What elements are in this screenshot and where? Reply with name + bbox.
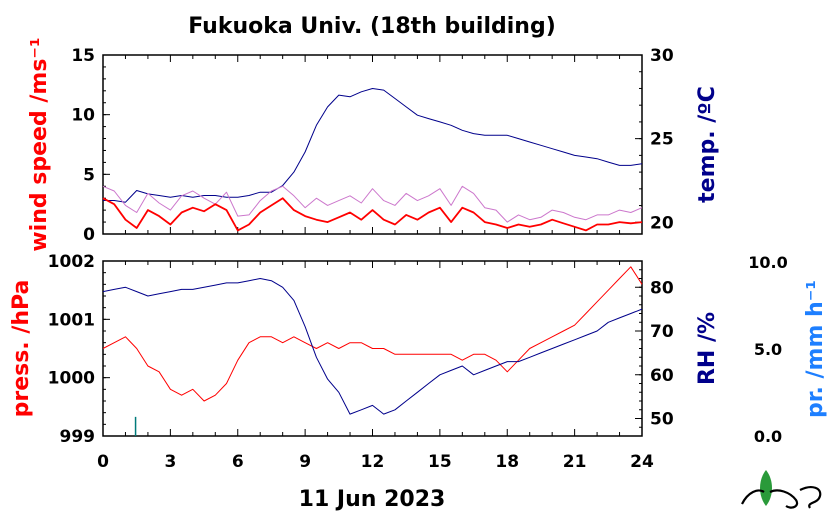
y-right-tick-label: 30	[650, 46, 674, 66]
temp-line	[103, 88, 643, 203]
press-line	[102, 266, 643, 402]
precip-axis-title: pr. /mm h⁻¹	[803, 280, 828, 418]
x-tick-label: 21	[563, 452, 587, 472]
x-tick-label: 3	[164, 452, 176, 472]
bottom-panel: 0 3 6 9 12 15 18 21 24 999 1000 1001 1002 50 60 70 80 pre…	[9, 252, 828, 472]
precip-tick-label: 0.0	[754, 427, 782, 446]
y-right-tick-label: 80	[650, 278, 674, 298]
wind_gust-line	[102, 185, 643, 223]
y-right-tick-label: 25	[650, 130, 674, 150]
y-right-tick-label: 60	[650, 366, 674, 386]
y-left-tick-label: 15	[71, 46, 95, 66]
y-left-axis-title: wind speed /ms⁻¹	[27, 37, 52, 251]
precip-tick-label: 10.0	[748, 253, 787, 272]
y-left-tick-label: 999	[60, 427, 96, 447]
precip-tick-label: 5.0	[754, 340, 782, 359]
rh-line	[102, 278, 643, 415]
logo-swirl-icon	[741, 486, 822, 509]
x-tick-label: 15	[428, 452, 452, 472]
y-left-tick-label: 1002	[48, 252, 95, 272]
x-tick-label: 6	[232, 452, 244, 472]
wind-line	[102, 197, 643, 232]
y-right-tick-label: 70	[650, 322, 674, 342]
top-panel: 0 5 10 15 20 25 30 wind speed /ms⁻¹ temp. /ºC	[27, 37, 720, 251]
y-left-tick-label: 1001	[48, 310, 95, 330]
y-left-tick-label: 10	[71, 106, 95, 126]
y-left-tick-label: 1000	[48, 369, 95, 389]
x-tick-label: 18	[495, 452, 519, 472]
x-tick-label: 9	[299, 452, 311, 472]
date-label: 11 Jun 2023	[299, 487, 446, 512]
x-tick-label: 12	[361, 452, 385, 472]
ies-logo	[741, 470, 822, 509]
y-right-axis-title: RH /%	[695, 312, 720, 385]
y-left-tick-label: 5	[83, 165, 95, 185]
y-right-tick-label: 50	[650, 410, 674, 430]
y-right-axis-title: temp. /ºC	[695, 86, 720, 203]
x-tick-label: 24	[630, 452, 654, 472]
chart-title: Fukuoka Univ. (18th building)	[188, 14, 556, 39]
plot-frame	[102, 54, 643, 235]
x-tick-label: 0	[97, 452, 109, 472]
y-left-tick-label: 0	[83, 225, 95, 245]
y-left-axis-title: press. /hPa	[9, 280, 34, 418]
y-right-tick-label: 20	[650, 213, 674, 233]
logo-leaf-icon	[760, 470, 772, 506]
